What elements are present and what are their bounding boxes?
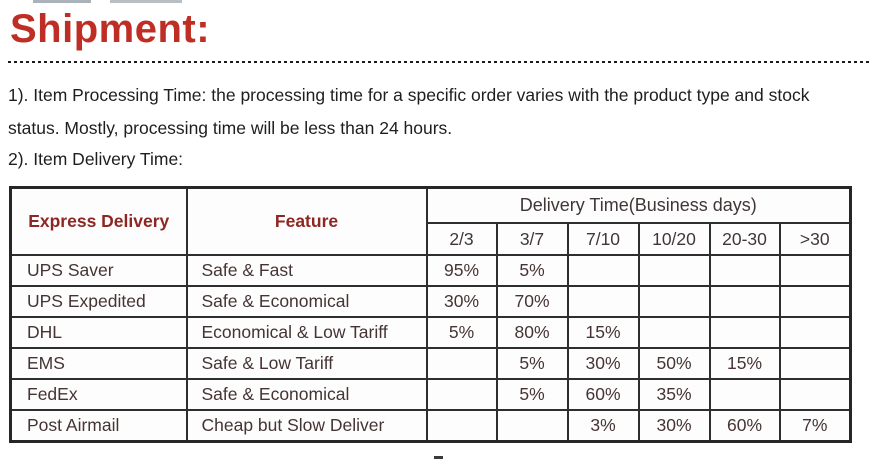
delivery-pct: 70% xyxy=(495,285,569,318)
delivery-pct: 60% xyxy=(708,409,781,442)
time-column-header: 3/7 xyxy=(495,222,569,256)
delivery-pct xyxy=(566,254,640,287)
dashed-separator xyxy=(8,61,870,63)
processing-time-text-line-1: 1). Item Processing Time: the processing… xyxy=(8,85,810,105)
carrier-name: FedEx xyxy=(9,378,188,411)
delivery-pct xyxy=(778,316,852,349)
time-column-header: >30 xyxy=(778,222,852,256)
delivery-pct: 15% xyxy=(708,347,781,380)
time-column-header: 2/3 xyxy=(425,222,498,256)
delivery-pct: 30% xyxy=(637,409,711,442)
column-header-express-delivery: Express Delivery xyxy=(9,186,188,256)
time-column-header: 20-30 xyxy=(708,222,781,256)
delivery-pct xyxy=(637,316,711,349)
delivery-pct xyxy=(425,409,498,442)
delivery-pct: 5% xyxy=(495,378,569,411)
delivery-pct xyxy=(708,316,781,349)
table-row-ups-expedited: UPS Expedited Safe & Economical 30% 70% xyxy=(9,285,852,318)
table-row-post-airmail: Post Airmail Cheap but Slow Deliver 3% 3… xyxy=(9,409,852,442)
delivery-pct: 80% xyxy=(495,316,569,349)
table-row-ems: EMS Safe & Low Tariff 5% 30% 50% 15% xyxy=(9,347,852,380)
time-column-header: 7/10 xyxy=(566,222,640,256)
carrier-feature: Safe & Economical xyxy=(185,378,428,411)
delivery-pct xyxy=(778,347,852,380)
delivery-pct xyxy=(778,285,852,318)
delivery-pct xyxy=(778,254,852,287)
top-edge-crop-artifact xyxy=(33,0,91,3)
carrier-feature: Safe & Economical xyxy=(185,285,428,318)
delivery-pct: 3% xyxy=(566,409,640,442)
delivery-pct: 5% xyxy=(495,254,569,287)
bottom-edge-crop-artifact xyxy=(434,456,443,459)
processing-time-text-line-2: status. Mostly, processing time will be … xyxy=(8,118,453,138)
carrier-name: DHL xyxy=(9,316,188,349)
table-header-row-1: Express Delivery Feature Delivery Time(B… xyxy=(9,186,852,256)
carrier-name: Post Airmail xyxy=(9,409,188,442)
delivery-pct xyxy=(495,409,569,442)
delivery-time-table: Express Delivery Feature Delivery Time(B… xyxy=(9,186,853,443)
delivery-pct: 50% xyxy=(637,347,711,380)
delivery-pct: 30% xyxy=(425,285,498,318)
carrier-feature: Safe & Fast xyxy=(185,254,428,287)
delivery-pct xyxy=(708,378,781,411)
table-row-dhl: DHL Economical & Low Tariff 5% 80% 15% xyxy=(9,316,852,349)
delivery-pct xyxy=(637,254,711,287)
delivery-pct: 5% xyxy=(495,347,569,380)
carrier-name: UPS Saver xyxy=(9,254,188,287)
delivery-pct xyxy=(708,254,781,287)
delivery-pct xyxy=(637,285,711,318)
table-row-fedex: FedEx Safe & Economical 5% 60% 35% xyxy=(9,378,852,411)
top-edge-crop-artifact xyxy=(110,0,182,3)
table-row-ups-saver: UPS Saver Safe & Fast 95% 5% xyxy=(9,254,852,287)
column-group-header-delivery-time: Delivery Time(Business days) xyxy=(425,186,852,224)
carrier-name: EMS xyxy=(9,347,188,380)
delivery-pct: 30% xyxy=(566,347,640,380)
time-column-header: 10/20 xyxy=(637,222,711,256)
delivery-pct xyxy=(566,285,640,318)
delivery-pct: 35% xyxy=(637,378,711,411)
delivery-pct: 95% xyxy=(425,254,498,287)
page-title: Shipment: xyxy=(10,7,211,51)
delivery-pct xyxy=(708,285,781,318)
delivery-pct: 60% xyxy=(566,378,640,411)
carrier-name: UPS Expedited xyxy=(9,285,188,318)
table-header-row-2: 2/3 3/7 7/10 10/20 20-30 >30 xyxy=(11,222,852,256)
carrier-feature: Economical & Low Tariff xyxy=(185,316,428,349)
delivery-pct xyxy=(425,378,498,411)
carrier-feature: Safe & Low Tariff xyxy=(185,347,428,380)
delivery-pct xyxy=(778,378,852,411)
delivery-time-text: 2). Item Delivery Time: xyxy=(8,149,184,169)
delivery-pct xyxy=(425,347,498,380)
delivery-pct: 7% xyxy=(778,409,852,442)
delivery-pct: 5% xyxy=(425,316,498,349)
carrier-feature: Cheap but Slow Deliver xyxy=(185,409,428,442)
column-header-feature: Feature xyxy=(185,186,428,256)
delivery-pct: 15% xyxy=(566,316,640,349)
